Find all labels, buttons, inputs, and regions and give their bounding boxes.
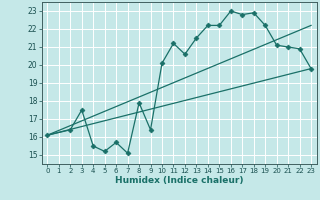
X-axis label: Humidex (Indice chaleur): Humidex (Indice chaleur) — [115, 176, 244, 185]
